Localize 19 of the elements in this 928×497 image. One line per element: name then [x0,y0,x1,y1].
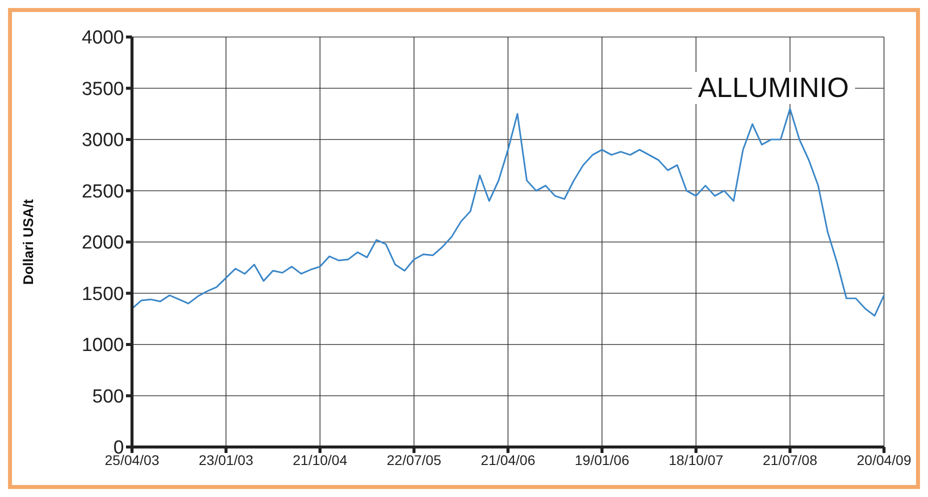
x-tick-label: 21/07/08 [762,452,818,468]
x-tick-label: 18/10/07 [668,452,724,468]
y-tick-label: 1500 [82,284,124,305]
text: ALLUMINIO [692,72,855,104]
x-tick-label: 22/07/05 [386,452,442,468]
x-tick-label: 19/01/06 [574,452,630,468]
y-tick-label: 3500 [82,78,124,100]
y-tick-label: 2500 [82,181,124,202]
y-tick-label: 1000 [82,335,124,356]
y-tick-label: 500 [92,386,124,408]
y-tick-label: 3000 [82,130,124,152]
x-tick-label: 21/10/04 [292,452,348,468]
line-series [131,108,885,317]
y-tick-label: 4000 [82,28,124,49]
x-tick-label: 21/04/06 [480,452,536,468]
y-axis-title: Dollari USA/t [20,198,36,285]
x-tick-label: 23/01/03 [198,452,254,468]
x-tick-label: 20/04/09 [856,452,912,468]
y-tick-label: 2000 [82,232,124,254]
